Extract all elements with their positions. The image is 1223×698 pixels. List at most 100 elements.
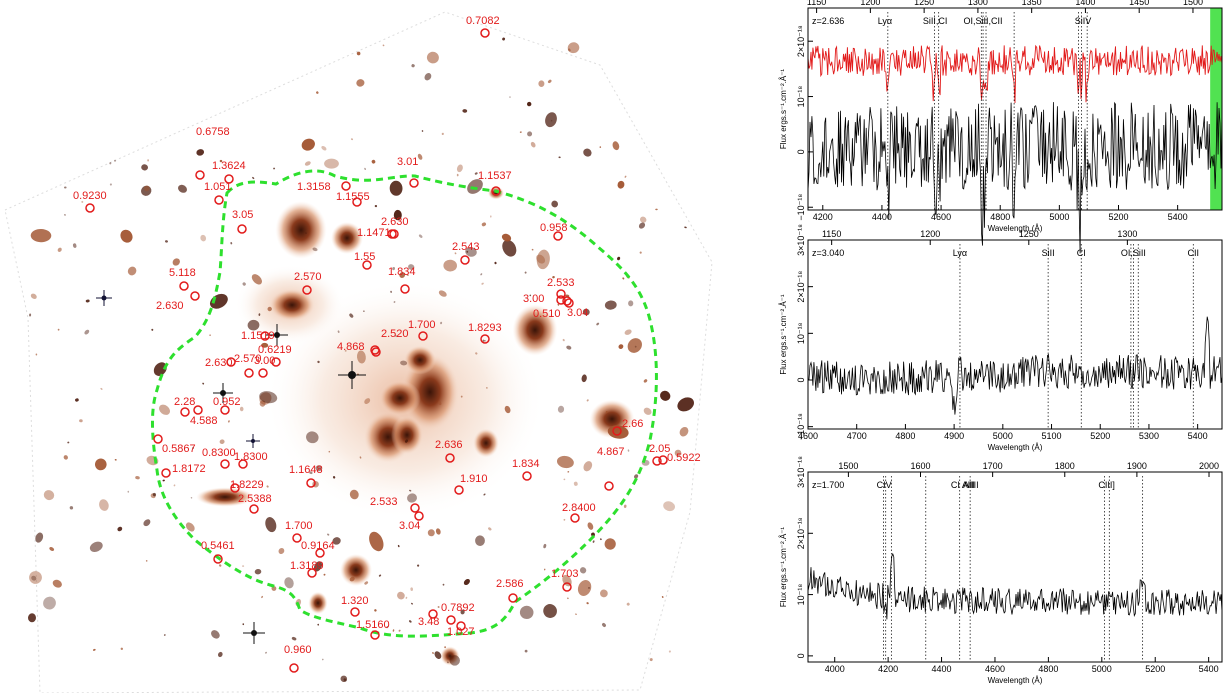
redshift-label: 0.9230 xyxy=(73,190,107,202)
field-galaxy xyxy=(454,252,457,255)
field-galaxy xyxy=(219,159,223,163)
field-galaxy xyxy=(504,405,511,414)
bottom-tick-label: 5000 xyxy=(1092,664,1112,674)
field-galaxy xyxy=(135,476,140,480)
field-galaxy xyxy=(309,471,313,475)
field-galaxy xyxy=(623,504,627,508)
redshift-marker xyxy=(238,459,248,469)
redshift-label: 1.1537 xyxy=(478,170,512,182)
redshift-marker xyxy=(362,260,372,270)
redshift-marker xyxy=(214,195,224,205)
top-tick-label: 1450 xyxy=(1129,0,1149,7)
redshift-text: z=2.636 xyxy=(812,16,844,26)
field-galaxy xyxy=(624,175,627,178)
field-galaxy xyxy=(406,274,409,276)
field-galaxy xyxy=(99,499,109,511)
bottom-tick-label: 5200 xyxy=(1108,212,1128,222)
field-galaxy xyxy=(172,258,180,266)
line-label: Lyα xyxy=(878,16,892,26)
field-galaxy xyxy=(349,313,354,318)
field-galaxy xyxy=(378,574,382,577)
field-galaxy xyxy=(566,345,572,350)
redshift-label: 0.960 xyxy=(284,644,312,656)
field-galaxy xyxy=(432,652,434,654)
field-galaxy xyxy=(649,658,653,662)
redshift-label: 2.533 xyxy=(547,277,575,289)
field-galaxy xyxy=(337,330,340,333)
redshift-marker xyxy=(562,296,572,306)
redshift-label: 3.04 xyxy=(567,307,588,319)
redshift-marker xyxy=(508,593,518,603)
field-galaxy xyxy=(117,526,123,532)
field-galaxy xyxy=(64,186,67,189)
field-galaxy xyxy=(127,266,137,276)
redshift-label: 3.48 xyxy=(418,616,439,628)
redshift-label: 2.28 xyxy=(174,396,195,408)
redshift-label: 2.630 xyxy=(205,357,233,369)
field-galaxy xyxy=(364,167,366,171)
y-axis-label: Flux ergs.s⁻¹.cm⁻².Å⁻¹ xyxy=(779,527,788,608)
line-label: CII xyxy=(1188,248,1200,258)
redshift-marker xyxy=(249,504,259,514)
field-galaxy xyxy=(31,575,37,581)
redshift-label: 0.6219 xyxy=(258,344,292,356)
field-galaxy xyxy=(586,602,589,605)
field-galaxy xyxy=(209,334,211,337)
redshift-marker xyxy=(230,483,240,493)
y-axis-label: Flux ergs.s⁻¹.cm⁻².Å⁻¹ xyxy=(779,69,788,150)
field-galaxy xyxy=(519,131,522,134)
redshift-label: 1.5160 xyxy=(356,619,390,631)
redshift-label: 1.1555 xyxy=(336,191,370,203)
top-tick-label: 1350 xyxy=(1022,0,1042,7)
field-galaxy xyxy=(35,353,38,356)
field-galaxy xyxy=(398,629,401,632)
field-galaxy xyxy=(81,200,84,203)
redshift-marker xyxy=(289,663,299,673)
field-galaxy xyxy=(211,630,220,639)
redshift-marker xyxy=(445,453,455,463)
field-galaxy xyxy=(321,145,327,151)
field-galaxy xyxy=(674,449,682,457)
redshift-label: 1.703 xyxy=(551,568,579,580)
plot-frame xyxy=(807,7,1223,211)
redshift-marker xyxy=(292,533,302,543)
field-galaxy xyxy=(67,441,70,444)
field-galaxy xyxy=(343,678,347,682)
field-galaxy xyxy=(624,329,632,335)
field-galaxy xyxy=(410,602,414,605)
bottom-tick-label: 4000 xyxy=(825,664,845,674)
bottom-tick-label: 5300 xyxy=(1139,431,1159,441)
redshift-marker xyxy=(562,582,572,592)
field-galaxy xyxy=(482,339,485,342)
field-galaxy xyxy=(483,493,486,496)
field-galaxy xyxy=(151,328,154,331)
masked-region xyxy=(1210,8,1222,210)
field-galaxy xyxy=(475,352,478,355)
field-galaxy xyxy=(626,602,630,606)
redshift-text: z=3.040 xyxy=(812,248,844,258)
cluster-galaxy xyxy=(269,289,315,321)
top-tick-label: 1800 xyxy=(1055,461,1075,471)
field-galaxy xyxy=(143,519,151,527)
field-galaxy xyxy=(577,580,592,596)
redshift-label: 2.570 xyxy=(294,271,322,283)
field-galaxy xyxy=(486,387,488,389)
field-galaxy xyxy=(527,131,533,137)
field-galaxy xyxy=(502,239,517,257)
top-tick-label: 1900 xyxy=(1127,461,1147,471)
field-galaxy xyxy=(530,141,536,148)
redshift-marker xyxy=(652,456,662,466)
field-galaxy xyxy=(278,547,285,555)
redshift-marker xyxy=(153,434,163,444)
field-galaxy xyxy=(434,651,442,659)
bottom-tick-label: 4900 xyxy=(944,431,964,441)
field-galaxy xyxy=(618,344,624,349)
y-axis-label: Flux ergs.s⁻¹.cm⁻².Å⁻¹ xyxy=(779,294,788,375)
field-galaxy xyxy=(382,44,385,47)
redshift-label: 3.00 xyxy=(254,355,275,367)
line-label: SiII xyxy=(1042,248,1055,258)
field-galaxy xyxy=(159,404,170,415)
field-galaxy xyxy=(356,350,366,364)
field-galaxy xyxy=(252,176,255,180)
field-galaxy xyxy=(418,234,423,238)
